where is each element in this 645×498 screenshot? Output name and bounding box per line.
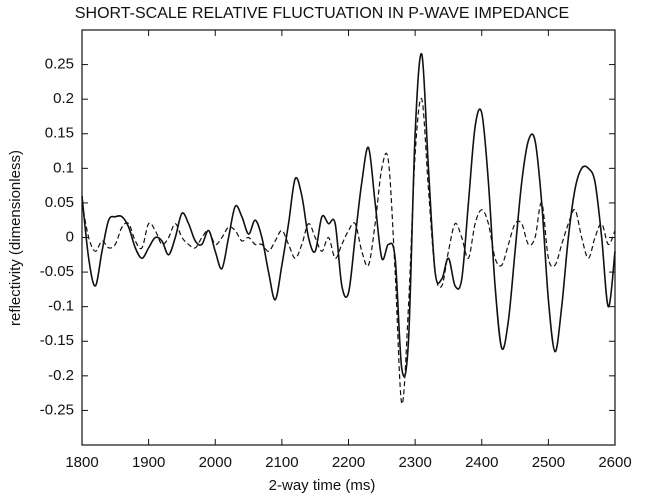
x-tick-label: 2100 bbox=[265, 454, 298, 471]
y-tick-label: 0.15 bbox=[45, 125, 74, 142]
x-axis-label: 2-way time (ms) bbox=[269, 477, 376, 494]
x-tick-label: 2000 bbox=[199, 454, 232, 471]
x-tick-label: 2200 bbox=[332, 454, 365, 471]
data-line bbox=[81, 97, 616, 405]
y-tick-label: -0.25 bbox=[40, 401, 74, 418]
y-tick-label: -0.15 bbox=[40, 332, 74, 349]
y-tick-label: -0.05 bbox=[40, 263, 74, 280]
x-tick-label: 2400 bbox=[465, 454, 498, 471]
x-tick-label: 2600 bbox=[598, 454, 631, 471]
data-line bbox=[81, 52, 616, 378]
y-axis-label: reflectivity (dimensionless) bbox=[7, 150, 24, 326]
y-tick-label: 0.1 bbox=[53, 159, 74, 176]
x-tick-label: 2300 bbox=[398, 454, 431, 471]
plot-frame bbox=[81, 29, 616, 446]
x-tick-label: 1900 bbox=[132, 454, 165, 471]
y-tick-label: 0.2 bbox=[53, 90, 74, 107]
y-tick-label: -0.1 bbox=[48, 298, 74, 315]
y-tick-label: 0.25 bbox=[45, 56, 74, 73]
y-tick-label: 0 bbox=[66, 228, 74, 245]
y-tick-label: -0.2 bbox=[48, 367, 74, 384]
x-tick-label: 2500 bbox=[532, 454, 565, 471]
chart-title: SHORT-SCALE RELATIVE FLUCTUATION IN P-WA… bbox=[75, 5, 569, 22]
x-tick-label: 1800 bbox=[65, 454, 98, 471]
y-tick-label: 0.05 bbox=[45, 194, 74, 211]
